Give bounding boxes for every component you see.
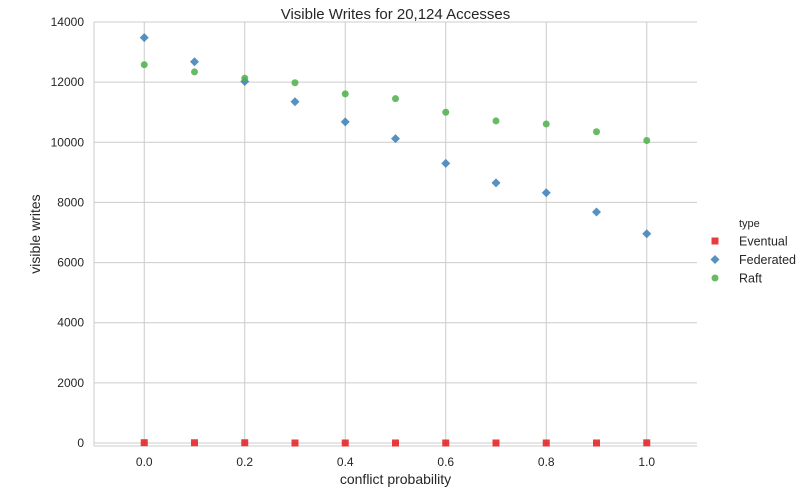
y-tick-label: 0 — [77, 436, 84, 450]
x-axis-label: conflict probability — [340, 471, 451, 487]
axes: 0.0 0.2 0.4 0.6 0.8 1.0 0 2000 4000 6000 8000 10000… — [51, 15, 697, 469]
data-point-federated — [441, 158, 451, 168]
x-tick-label: 0.8 — [538, 455, 555, 469]
data-point-raft — [140, 61, 148, 69]
data-point-eventual — [593, 439, 600, 447]
data-point-eventual — [140, 439, 148, 447]
data-point-eventual — [341, 439, 349, 447]
data-marks — [139, 33, 652, 447]
data-point-raft — [392, 95, 399, 103]
data-point-eventual — [291, 439, 299, 447]
data-point-federated — [290, 97, 300, 107]
series-raft — [140, 61, 651, 144]
data-point-eventual — [241, 439, 249, 447]
data-point-raft — [593, 128, 600, 136]
data-point-raft — [492, 117, 500, 125]
data-point-raft — [291, 79, 299, 87]
legend-title: type — [739, 218, 760, 230]
data-point-federated — [491, 178, 501, 188]
x-tick-label: 0.2 — [236, 455, 253, 469]
series-federated — [139, 33, 652, 239]
x-tick-label: 0.6 — [437, 455, 454, 469]
y-tick-label: 2000 — [57, 376, 84, 390]
x-tick-label: 1.0 — [638, 455, 655, 469]
legend-label-raft: Raft — [739, 272, 762, 286]
y-axis-label: visible writes — [27, 194, 43, 273]
data-point-eventual — [542, 439, 550, 447]
data-point-federated — [139, 33, 149, 43]
y-tick-label: 12000 — [51, 75, 85, 89]
y-tick-label: 14000 — [51, 15, 85, 29]
grid-lines — [94, 21, 697, 446]
y-tick-label: 4000 — [57, 316, 84, 330]
x-tick-label: 0.4 — [337, 455, 354, 469]
legend-label-federated: Federated — [739, 253, 796, 267]
data-point-raft — [442, 108, 450, 116]
y-tick-label: 10000 — [51, 135, 85, 149]
legend-marker-raft — [711, 274, 719, 282]
data-point-raft — [241, 74, 249, 82]
legend-marker-federated — [710, 255, 720, 264]
chart-title: Visible Writes for 20,124 Accesses — [281, 6, 511, 23]
data-point-raft — [341, 90, 349, 98]
data-point-raft — [191, 68, 198, 76]
y-tick-label: 6000 — [57, 256, 84, 270]
series-eventual — [140, 439, 651, 447]
data-point-federated — [642, 229, 652, 239]
data-point-raft — [542, 120, 550, 128]
data-point-federated — [391, 134, 400, 144]
data-point-federated — [592, 207, 601, 217]
data-point-eventual — [492, 439, 500, 447]
y-tick-label: 8000 — [57, 195, 84, 209]
legend-marker-eventual — [711, 237, 719, 245]
data-point-raft — [643, 136, 651, 144]
legend: type Eventual Federated Raft — [710, 218, 796, 286]
data-point-eventual — [643, 439, 651, 447]
data-point-eventual — [191, 439, 198, 447]
data-point-eventual — [442, 439, 450, 447]
legend-label-eventual: Eventual — [739, 235, 788, 249]
x-tick-label: 0.0 — [136, 455, 153, 469]
data-point-federated — [190, 57, 199, 67]
data-point-federated — [340, 117, 350, 127]
data-point-eventual — [392, 439, 399, 447]
data-point-federated — [541, 188, 551, 198]
